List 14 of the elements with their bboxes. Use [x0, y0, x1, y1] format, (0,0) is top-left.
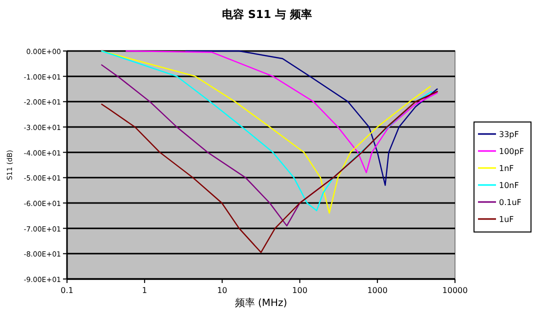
- legend-label: 1uF: [499, 215, 514, 224]
- chart-title: 电容 S11 与 频率: [222, 8, 312, 21]
- x-tick-label: 1: [142, 286, 148, 295]
- x-tick-label: 1000: [367, 286, 388, 295]
- x-tick-label: 10000: [442, 286, 468, 295]
- legend-label: 0.1uF: [499, 198, 522, 207]
- legend-label: 10nF: [499, 181, 520, 190]
- x-tick-label: 10: [217, 286, 228, 295]
- x-axis-title: 频率 (MHz): [234, 297, 288, 309]
- x-tick-label: 100: [292, 286, 308, 295]
- x-tick-label: 0.1: [60, 286, 74, 295]
- legend-label: 100pF: [499, 147, 524, 156]
- legend-label: 1nF: [499, 164, 514, 173]
- legend-label: 33pF: [499, 130, 520, 139]
